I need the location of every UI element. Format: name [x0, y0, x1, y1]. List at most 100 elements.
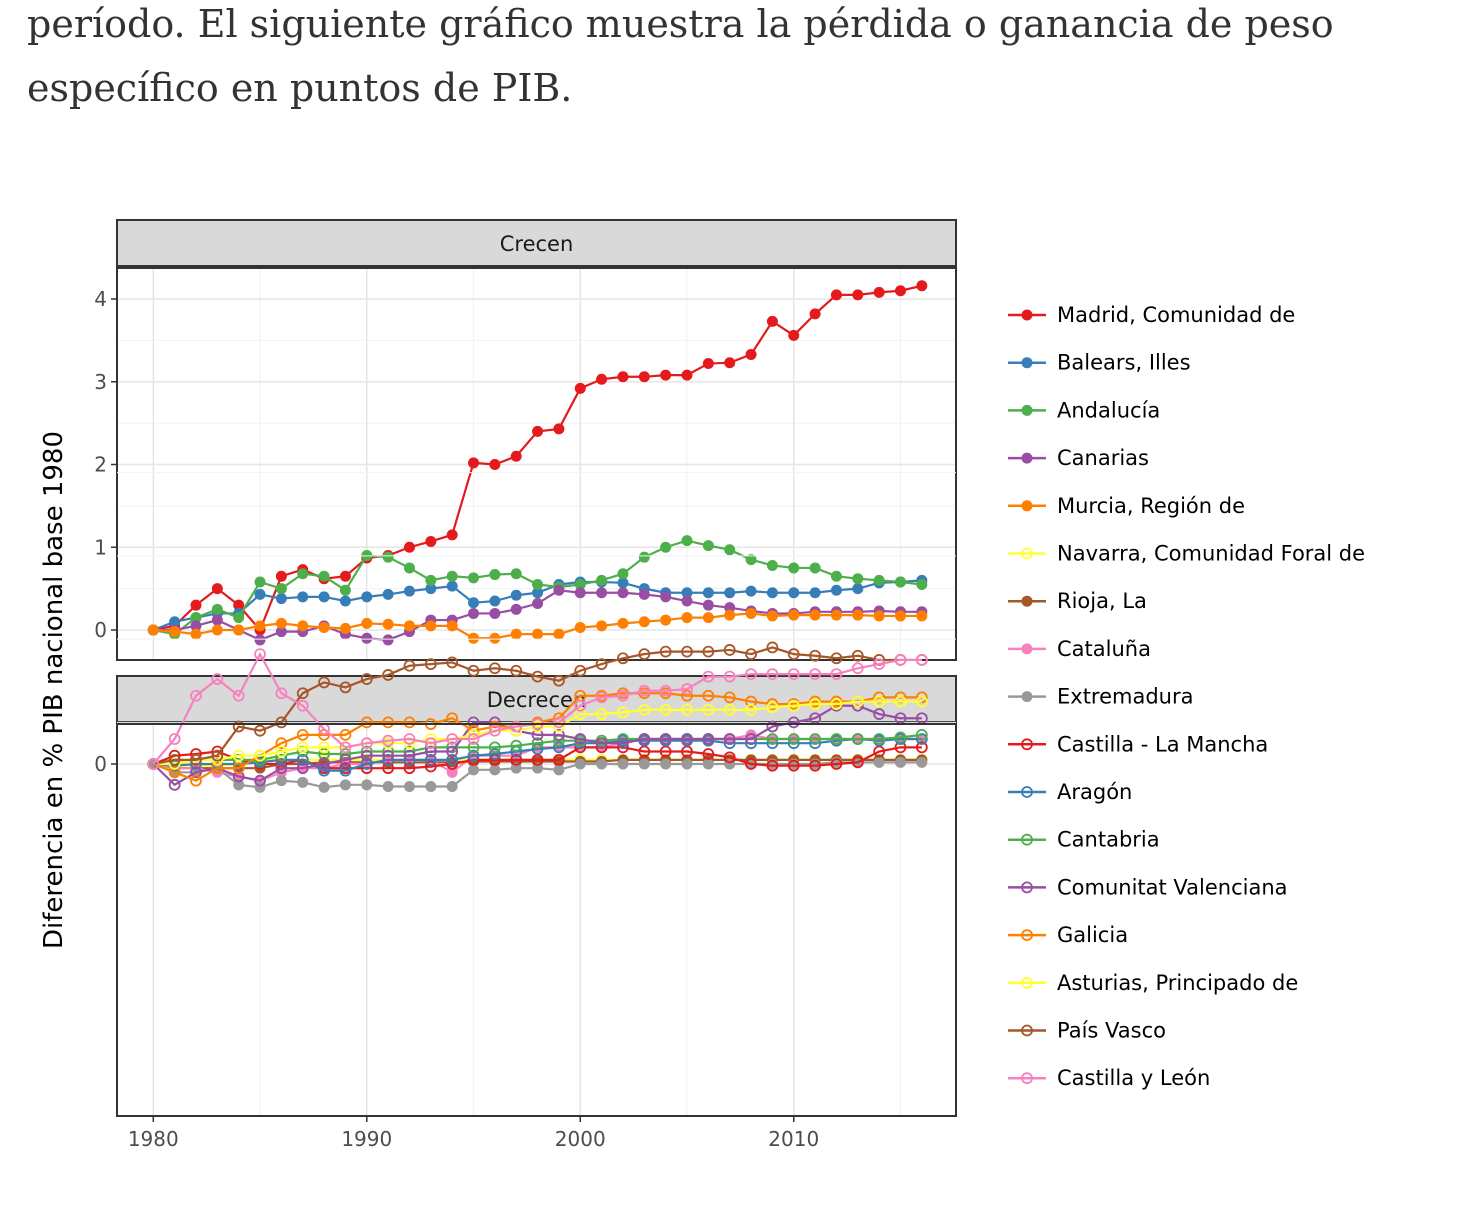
data-point	[873, 574, 885, 586]
data-point	[361, 779, 373, 791]
data-point	[489, 569, 501, 581]
data-point	[915, 741, 928, 754]
data-point	[275, 570, 287, 582]
data-point	[830, 609, 842, 621]
data-point	[638, 371, 650, 383]
legend-label: Navarra, Comunidad Foral de	[1057, 542, 1365, 566]
data-point	[851, 695, 864, 708]
data-point	[510, 720, 523, 733]
legend-key-point	[1021, 881, 1033, 894]
data-point	[275, 583, 287, 595]
data-point	[488, 724, 501, 737]
series-line	[152, 704, 922, 787]
data-point	[169, 616, 181, 628]
data-point	[894, 654, 907, 666]
panel-crecen: Crecen 0 1 2 3 4	[94, 219, 957, 661]
data-point	[468, 632, 480, 644]
series-pa-s-vasco	[147, 641, 928, 770]
data-point	[638, 648, 651, 661]
data-point	[702, 748, 715, 760]
data-point	[232, 720, 245, 733]
data-point	[915, 728, 928, 741]
data-point	[190, 612, 202, 624]
legend-label: Asturias, Principado de	[1057, 971, 1298, 995]
data-point	[446, 745, 459, 758]
data-point	[809, 759, 821, 772]
data-point	[723, 644, 736, 656]
data-point	[424, 745, 437, 758]
legend-key-point	[1021, 500, 1033, 512]
data-point	[873, 286, 885, 298]
data-point	[723, 733, 736, 745]
legend-item: País Vasco	[1008, 1019, 1166, 1043]
panel-strip	[116, 219, 957, 267]
data-point	[660, 369, 672, 381]
data-point	[382, 762, 395, 775]
data-point	[297, 776, 309, 788]
data-point	[809, 649, 821, 662]
data-point	[403, 541, 415, 553]
data-point	[403, 585, 415, 597]
data-point	[339, 584, 351, 596]
data-point	[788, 609, 800, 621]
data-point	[297, 568, 309, 580]
data-point	[424, 658, 437, 670]
data-point	[894, 695, 907, 708]
data-point	[510, 628, 522, 640]
data-point	[766, 720, 779, 733]
legend-item: Asturias, Principado de	[1008, 971, 1298, 995]
data-point	[147, 624, 159, 636]
data-point	[532, 425, 544, 437]
data-point	[382, 588, 394, 600]
data-point	[553, 584, 565, 596]
legend-item: Madrid, Comunidad de	[1008, 303, 1295, 327]
panel-border	[116, 723, 957, 1117]
data-point	[574, 664, 587, 677]
data-point	[745, 607, 757, 619]
data-point	[724, 609, 736, 621]
data-point	[723, 703, 736, 716]
data-point	[403, 562, 415, 574]
legend-item: Murcia, Región de	[1008, 494, 1245, 518]
data-point	[809, 587, 821, 599]
data-point	[254, 648, 266, 661]
data-point	[489, 607, 501, 619]
data-point	[788, 562, 800, 574]
data-point	[894, 756, 906, 768]
data-point	[297, 591, 309, 603]
data-point	[190, 599, 202, 611]
data-point	[254, 576, 266, 588]
data-point	[339, 570, 351, 582]
data-point	[296, 687, 309, 700]
data-point	[275, 687, 288, 700]
legend-key-point	[1021, 404, 1033, 416]
data-point	[702, 599, 714, 611]
data-point	[275, 617, 287, 629]
data-point	[275, 775, 287, 787]
data-point	[211, 762, 224, 775]
data-point	[681, 733, 693, 745]
data-point	[553, 753, 565, 766]
data-point	[894, 610, 906, 622]
data-point	[339, 681, 352, 694]
x-tick-label: 2010	[768, 1127, 819, 1151]
data-point	[617, 577, 629, 589]
data-point	[553, 716, 565, 729]
data-point	[787, 733, 800, 745]
data-point	[702, 358, 714, 370]
data-point	[894, 285, 906, 297]
data-point	[659, 645, 672, 658]
data-point	[724, 544, 736, 556]
data-point	[830, 698, 843, 710]
data-point	[532, 762, 544, 774]
legend-key-point	[1021, 1072, 1033, 1085]
data-point	[873, 708, 886, 720]
data-point	[745, 695, 757, 708]
data-point	[723, 670, 736, 683]
data-point	[916, 610, 928, 622]
data-point	[190, 620, 202, 632]
data-point	[168, 778, 181, 791]
data-point	[638, 616, 650, 628]
data-point	[681, 369, 693, 381]
